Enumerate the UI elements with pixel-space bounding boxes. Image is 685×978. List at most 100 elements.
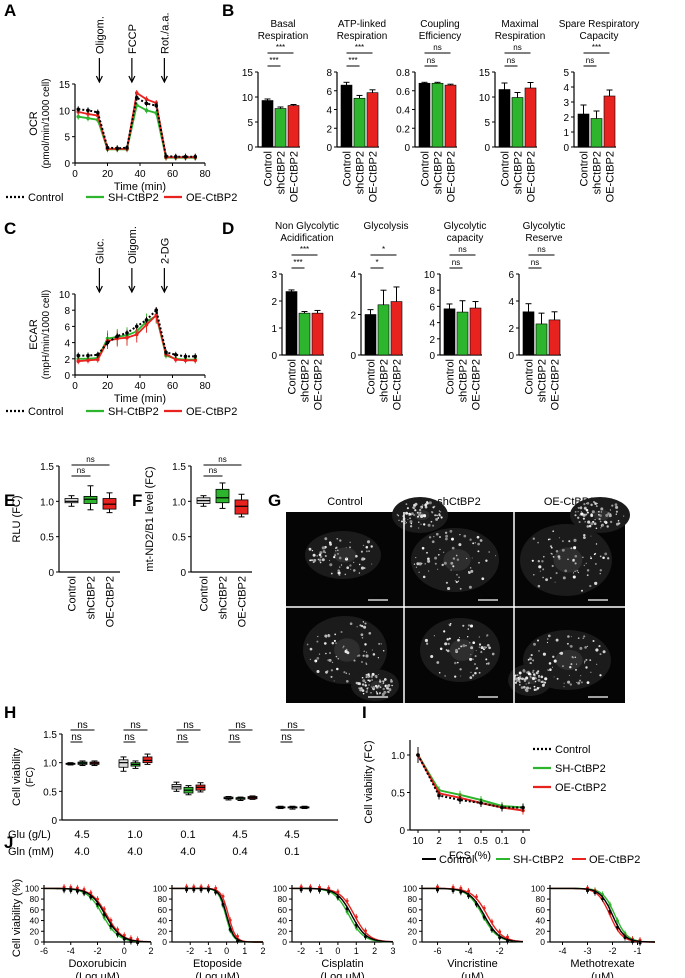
- mitochondria-puncta: [319, 551, 323, 555]
- bar-sh: [353, 97, 366, 148]
- mitochondria-puncta: [456, 574, 458, 576]
- mitochondria-puncta: [337, 549, 339, 551]
- mitochondria-puncta: [310, 559, 314, 562]
- mitochondria-puncta: [321, 558, 325, 562]
- y-tick-label: 1.5: [172, 462, 186, 473]
- mitochondria-puncta: [324, 537, 328, 541]
- mitochondria-puncta: [485, 658, 488, 661]
- bar-oe: [390, 301, 403, 356]
- mitochondria-puncta: [387, 683, 391, 687]
- gln-value: 4.0: [127, 846, 142, 858]
- significance-label: ns: [458, 245, 466, 254]
- mitochondria-puncta: [467, 628, 470, 630]
- data-point-control: [593, 891, 597, 895]
- mitochondria-puncta: [418, 508, 422, 512]
- y-tick-label: 4: [429, 319, 435, 330]
- y-tick-label: 4: [350, 270, 356, 281]
- data-point-oe: [490, 920, 494, 924]
- arrow-head: [95, 75, 103, 84]
- mitochondria-puncta: [577, 637, 580, 639]
- y-tick-label: 6: [326, 87, 332, 98]
- mitochondria-puncta: [465, 644, 467, 647]
- x-tick-label: -4: [67, 946, 75, 956]
- legend-label-control: Control: [555, 744, 590, 756]
- mitochondria-puncta: [552, 530, 554, 532]
- mitochondria-puncta: [364, 684, 367, 687]
- y-tick-label: 20: [30, 926, 40, 936]
- data-point-control: [109, 924, 113, 928]
- mitochondria-puncta: [532, 669, 535, 672]
- chart-title: ATP-linked: [338, 19, 386, 30]
- mitochondria-puncta: [583, 534, 586, 537]
- x-axis-label: Methotrexate: [570, 958, 634, 970]
- mitochondria-puncta: [599, 572, 601, 575]
- y-tick-label: 0: [180, 568, 186, 579]
- panel-label-E: E: [4, 491, 15, 510]
- x-tick-label: 20: [102, 381, 114, 392]
- mitochondria-puncta: [487, 644, 490, 647]
- mitochondria-puncta: [607, 512, 610, 515]
- mitochondria-puncta: [365, 545, 369, 549]
- mitochondria-puncta: [345, 557, 347, 560]
- mitochondria-puncta: [600, 511, 603, 513]
- data-point-oe: [364, 929, 367, 933]
- mitochondria-puncta: [462, 644, 466, 648]
- x-tick-label: 3: [390, 946, 395, 956]
- mitochondria-puncta: [334, 633, 337, 636]
- mitochondria-puncta: [425, 642, 429, 645]
- x-axis-unit: (µM): [461, 971, 484, 978]
- mitochondria-puncta: [342, 645, 345, 648]
- mitochondria-puncta: [330, 675, 333, 678]
- mitochondria-puncta: [418, 521, 420, 523]
- mitochondria-puncta: [424, 503, 428, 507]
- mitochondria-puncta: [409, 525, 413, 528]
- mitochondria-puncta: [450, 569, 452, 571]
- fit-curve-oe: [422, 887, 524, 943]
- y-tick-label: 0.5: [391, 789, 405, 800]
- mitochondria-puncta: [445, 649, 448, 651]
- y-tick-label: 1.0: [40, 497, 54, 508]
- mitochondria-puncta: [585, 666, 588, 669]
- mitochondria-puncta: [346, 651, 350, 655]
- group-label: Control: [420, 151, 432, 186]
- mitochondria-puncta: [414, 509, 417, 512]
- x-axis-label: Cisplatin: [321, 958, 363, 970]
- y-tick-label: 100: [153, 883, 167, 893]
- significance-label: ns: [537, 245, 545, 254]
- mitochondria-puncta: [516, 674, 519, 677]
- mitochondria-puncta: [518, 671, 522, 675]
- data-point-control: [154, 308, 159, 313]
- legend-A: Control SH-CtBP2 OE-CtBP2: [6, 192, 237, 204]
- data-point-control: [506, 939, 509, 943]
- data-point-oe: [75, 886, 79, 890]
- data-point-oe: [96, 897, 99, 901]
- mitochondria-puncta: [570, 663, 573, 666]
- group-label: Control: [524, 359, 536, 394]
- mitochondria-puncta: [335, 550, 337, 552]
- mitochondria-puncta: [470, 567, 472, 569]
- mitochondria-puncta: [396, 513, 399, 516]
- mitochondria-puncta: [405, 511, 409, 515]
- x-tick-label: -4: [558, 946, 566, 956]
- y-tick-label: 2: [350, 311, 356, 322]
- mitochondria-puncta: [553, 676, 555, 678]
- significance-label: ns: [209, 466, 217, 475]
- mitochondria-puncta: [574, 570, 576, 573]
- mitochondria-puncta: [522, 669, 526, 673]
- data-point-oe: [308, 885, 312, 889]
- mitochondria-puncta: [599, 653, 602, 656]
- bar-control: [364, 314, 377, 356]
- data-point-oe: [474, 895, 478, 899]
- x-tick-label: 1: [242, 946, 247, 956]
- mitochondria-puncta: [423, 523, 426, 526]
- significance-label: ***: [592, 43, 601, 52]
- data-point-oe: [336, 890, 340, 894]
- mitochondria-puncta: [349, 564, 352, 567]
- mitochondria-puncta: [316, 657, 320, 660]
- mitochondria-puncta: [450, 561, 454, 565]
- mitochondria-puncta: [478, 671, 481, 674]
- mitochondria-puncta: [475, 668, 477, 670]
